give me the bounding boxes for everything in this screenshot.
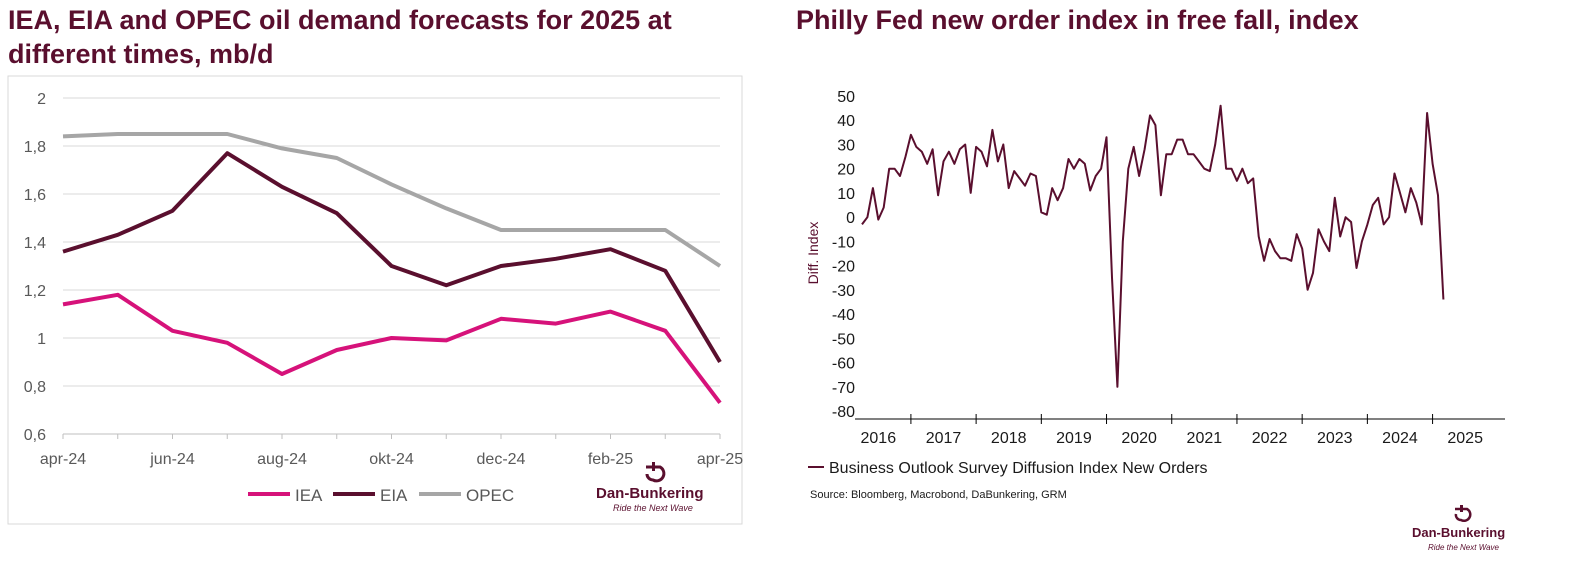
- brand-mark-icon: [645, 462, 666, 483]
- left-xtick-label: apr-25: [697, 451, 743, 468]
- left-ytick-label: 1,6: [24, 187, 46, 204]
- legend-label-iea: IEA: [295, 486, 323, 505]
- right-ytick-label: 20: [837, 162, 855, 179]
- left-xtick-label: aug-24: [257, 451, 307, 468]
- right-ytick-label: -80: [832, 404, 855, 421]
- series-line-iea: [62, 292, 722, 405]
- legend-label-opec: OPEC: [466, 486, 514, 505]
- right-chart-title: Philly Fed new order index in free fall,…: [796, 5, 1359, 35]
- right-ytick-label: -20: [832, 259, 855, 276]
- legend-label-philly: Business Outlook Survey Diffusion Index …: [829, 460, 1208, 477]
- brand-name-right: Dan-Bunkering: [1412, 525, 1505, 540]
- right-year-label: 2018: [991, 430, 1027, 447]
- right-ytick-label: 50: [837, 89, 855, 106]
- series-line-opec: [62, 132, 722, 268]
- right-ytick-label: -30: [832, 283, 855, 300]
- right-year-label: 2017: [926, 430, 962, 447]
- right-year-label: 2022: [1252, 430, 1288, 447]
- right-year-label: 2020: [1121, 430, 1157, 447]
- right-ytick-label: 10: [837, 186, 855, 203]
- brand-logo-left: Dan-Bunkering Ride the Next Wave: [596, 462, 704, 513]
- left-ytick-label: 0,6: [24, 427, 46, 444]
- left-xtick-label: feb-25: [588, 451, 633, 468]
- right-legend: Business Outlook Survey Diffusion Index …: [808, 460, 1208, 477]
- right-year-label: 2025: [1447, 430, 1483, 447]
- brand-mark-icon-right: [1454, 505, 1472, 522]
- left-xtick-label: okt-24: [369, 451, 414, 468]
- left-xtick-label: apr-24: [40, 451, 86, 468]
- right-ytick-label: -10: [832, 234, 855, 251]
- right-ylabel: Diff. Index: [805, 222, 821, 285]
- left-ytick-label: 1: [37, 331, 46, 348]
- right-ytick-label: 0: [846, 210, 855, 227]
- left-chart-title: IEA, EIA and OPEC oil demand forecasts f…: [8, 5, 672, 69]
- right-ytick-label: -70: [832, 380, 855, 397]
- brand-tagline-left: Ride the Next Wave: [613, 503, 693, 513]
- brand-name-left: Dan-Bunkering: [596, 485, 704, 502]
- right-year-label: 2023: [1317, 430, 1353, 447]
- right-year-label: 2019: [1056, 430, 1092, 447]
- legend-label-eia: EIA: [380, 486, 408, 505]
- brand-logo-right: Dan-Bunkering Ride the Next Wave: [1412, 505, 1505, 552]
- right-ytick-label: -40: [832, 307, 855, 324]
- series-line-philly-new-orders: [861, 104, 1445, 388]
- right-ytick-label: -50: [832, 331, 855, 348]
- source-note: Source: Bloomberg, Macrobond, DaBunkerin…: [810, 489, 1067, 501]
- right-year-label: 2016: [861, 430, 897, 447]
- right-ytick-label: 40: [837, 113, 855, 130]
- right-ytick-label: 30: [837, 137, 855, 154]
- right-year-label: 2021: [1187, 430, 1223, 447]
- left-chart-border: [7, 75, 743, 525]
- right-year-label: 2024: [1382, 430, 1418, 447]
- series-line-eia: [62, 151, 722, 364]
- left-ytick-label: 1,2: [24, 283, 46, 300]
- right-ytick-label: -60: [832, 356, 855, 373]
- oil-demand-forecast-chart: 0,6 0,8 1 1,2 1,4 1,6 1,8 2 apr-24 jun-24 aug-24 o…: [7, 75, 743, 525]
- brand-tagline-right: Ride the Next Wave: [1428, 543, 1500, 552]
- left-ytick-label: 0,8: [24, 379, 46, 396]
- left-ytick-label: 1,4: [24, 235, 46, 252]
- left-xtick-label: dec-24: [477, 451, 526, 468]
- left-ytick-label: 2: [37, 91, 46, 108]
- left-ytick-label: 1,8: [24, 139, 46, 156]
- left-xtick-label: jun-24: [149, 451, 195, 468]
